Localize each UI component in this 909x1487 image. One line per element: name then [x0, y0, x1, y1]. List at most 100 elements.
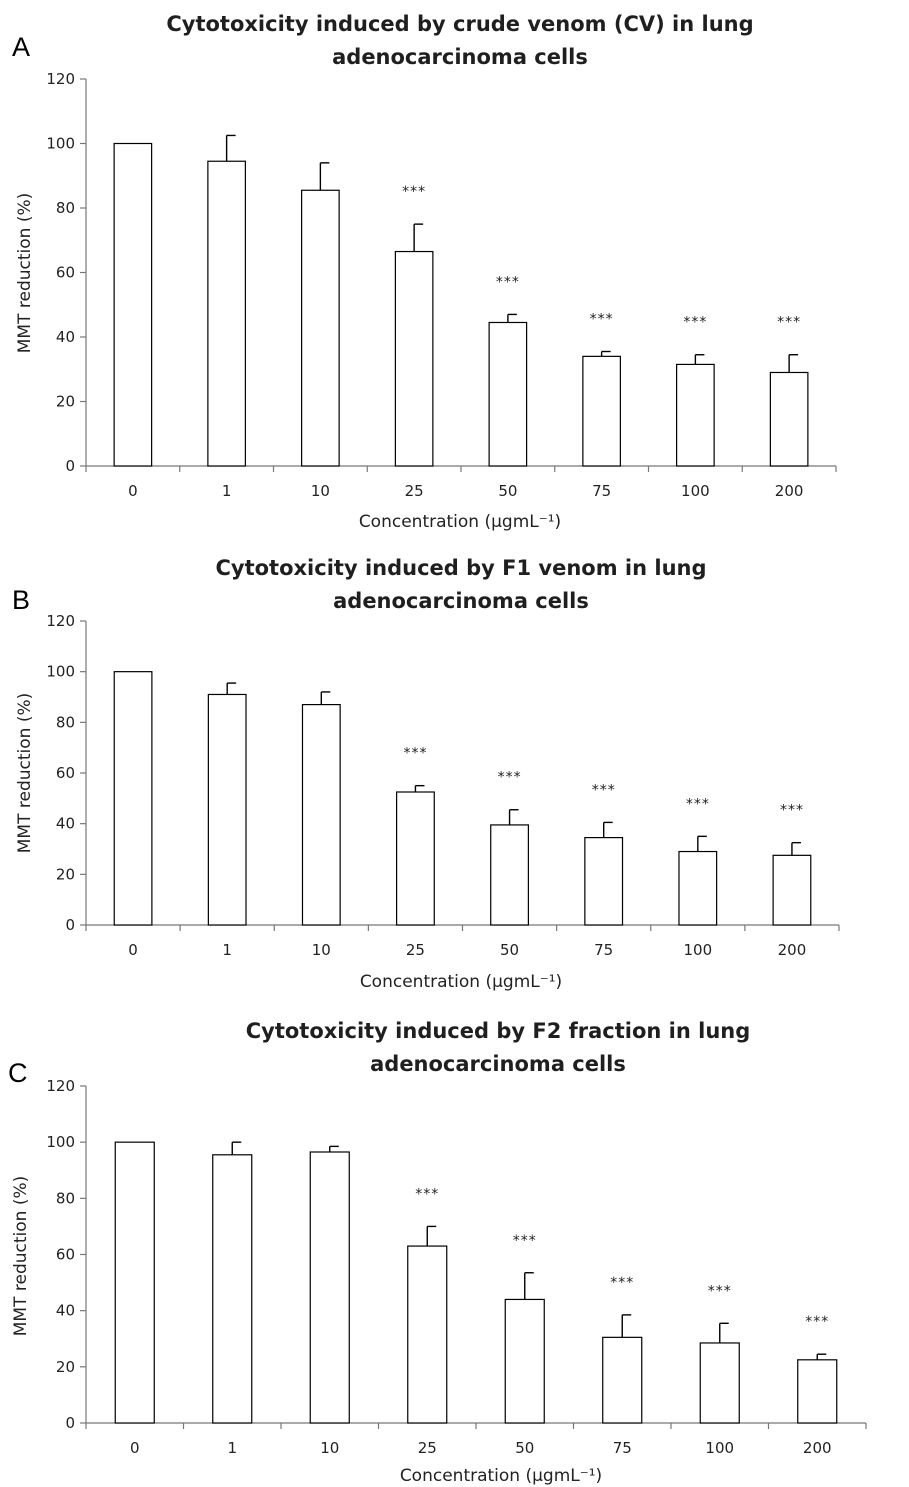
x-tick-label: 100 — [681, 482, 710, 500]
plot-area: 0 20 40 60 80 100 120 0 1 10 *** 25 *** 50 *** 75 *** 100… — [46, 70, 837, 500]
x-tick-label: 200 — [775, 482, 804, 500]
y-axis-label: MMT reduction (%) — [15, 693, 35, 854]
x-tick-label: 25 — [418, 1439, 437, 1457]
bar — [396, 791, 435, 926]
y-tick-label: 80 — [56, 713, 75, 731]
significance-marker: *** — [777, 315, 801, 331]
significance-marker: *** — [496, 274, 520, 290]
y-tick-label: 20 — [56, 865, 75, 883]
chart-title-line-1: Cytotoxicity induced by F2 fraction in l… — [246, 1019, 751, 1043]
y-tick-label: 120 — [46, 70, 75, 88]
y-tick-label: 60 — [56, 1246, 75, 1264]
bar — [582, 355, 621, 467]
chart-title-line-2: adenocarcinoma cells — [333, 589, 589, 613]
significance-marker: *** — [780, 803, 804, 819]
y-tick-label: 40 — [56, 328, 75, 346]
x-tick-label: 200 — [778, 941, 807, 959]
x-tick-label: 1 — [222, 941, 232, 959]
significance-marker: *** — [498, 770, 522, 786]
plot-area: 0 20 40 60 80 100 120 0 1 10 *** 25 *** 50 *** 75 *** 100… — [46, 1077, 867, 1457]
x-tick-label: 1 — [227, 1439, 237, 1457]
significance-marker: *** — [590, 312, 614, 328]
bar — [114, 1141, 155, 1424]
x-axis-label: Concentration (μgmL⁻¹) — [360, 972, 562, 992]
x-tick-label: 25 — [406, 941, 425, 959]
bar — [207, 160, 246, 467]
x-tick-label: 200 — [803, 1439, 832, 1457]
bar — [678, 850, 718, 926]
bar — [113, 671, 153, 926]
significance-marker: *** — [805, 1314, 829, 1330]
x-tick-label: 0 — [128, 482, 138, 500]
y-tick-label: 40 — [56, 815, 75, 833]
y-tick-label: 100 — [46, 663, 75, 681]
y-tick-label: 80 — [56, 1189, 75, 1207]
chart-title-line-2: adenocarcinoma cells — [332, 45, 588, 69]
bar — [407, 1245, 448, 1424]
y-tick-label: 100 — [46, 135, 75, 153]
bar — [676, 363, 715, 467]
plot-area: 0 20 40 60 80 100 120 0 1 10 *** 25 *** 50 *** 75 *** 100… — [46, 612, 840, 959]
significance-marker: *** — [686, 796, 710, 812]
x-tick-label: 100 — [683, 941, 712, 959]
significance-marker: *** — [415, 1186, 439, 1202]
bar — [394, 250, 434, 467]
bar — [584, 836, 624, 926]
y-tick-label: 0 — [65, 916, 75, 934]
significance-marker: *** — [513, 1233, 537, 1249]
significance-marker: *** — [403, 746, 427, 762]
y-tick-label: 120 — [46, 612, 75, 630]
x-tick-label: 10 — [311, 482, 330, 500]
x-tick-label: 10 — [320, 1439, 339, 1457]
y-axis-label: MMT reduction (%) — [11, 1176, 31, 1337]
bar — [772, 854, 812, 926]
y-tick-label: 0 — [65, 1414, 75, 1432]
chart-panel-c: C Cytotoxicity induced by F2 fraction in… — [8, 1019, 867, 1486]
x-axis-label: Concentration (μgmL⁻¹) — [359, 512, 561, 532]
bar — [490, 824, 529, 926]
x-tick-label: 50 — [500, 941, 519, 959]
bar — [212, 1154, 253, 1424]
x-tick-label: 75 — [613, 1439, 632, 1457]
significance-marker: *** — [610, 1275, 634, 1291]
y-tick-label: 20 — [56, 393, 75, 411]
significance-marker: *** — [592, 782, 616, 798]
x-tick-label: 50 — [515, 1439, 534, 1457]
bar — [309, 1151, 350, 1424]
chart-panel-a: A Cytotoxicity induced by crude venom (C… — [12, 12, 837, 532]
y-axis-label: MMT reduction (%) — [15, 193, 35, 354]
y-tick-label: 100 — [46, 1133, 75, 1151]
y-tick-label: 20 — [56, 1358, 75, 1376]
bar — [301, 703, 341, 926]
x-tick-label: 50 — [498, 482, 517, 500]
x-tick-label: 1 — [222, 482, 232, 500]
bar — [699, 1342, 740, 1424]
x-tick-label: 75 — [594, 941, 613, 959]
significance-marker: *** — [708, 1283, 732, 1299]
bar — [504, 1298, 545, 1424]
significance-marker: *** — [683, 315, 707, 331]
chart-title-line-1: Cytotoxicity induced by crude venom (CV)… — [166, 12, 753, 36]
chart-title-line-2: adenocarcinoma cells — [370, 1052, 626, 1076]
x-tick-label: 0 — [128, 941, 138, 959]
bar — [113, 142, 153, 467]
bar — [602, 1336, 643, 1424]
x-tick-label: 10 — [312, 941, 331, 959]
x-tick-label: 100 — [705, 1439, 734, 1457]
panel-label-b: B — [12, 585, 30, 615]
panel-label-a: A — [12, 32, 30, 62]
x-tick-label: 25 — [405, 482, 424, 500]
x-axis-label: Concentration (μgmL⁻¹) — [400, 1466, 602, 1486]
x-tick-label: 75 — [592, 482, 611, 500]
bar — [488, 321, 528, 467]
x-tick-label: 0 — [130, 1439, 140, 1457]
bar — [769, 371, 809, 467]
significance-marker: *** — [402, 184, 426, 200]
y-tick-label: 80 — [56, 199, 75, 217]
bar — [797, 1359, 838, 1424]
chart-title-line-1: Cytotoxicity induced by F1 venom in lung — [215, 556, 706, 580]
panel-label-c: C — [8, 1058, 28, 1088]
y-tick-label: 0 — [65, 457, 75, 475]
y-tick-label: 120 — [46, 1077, 75, 1095]
